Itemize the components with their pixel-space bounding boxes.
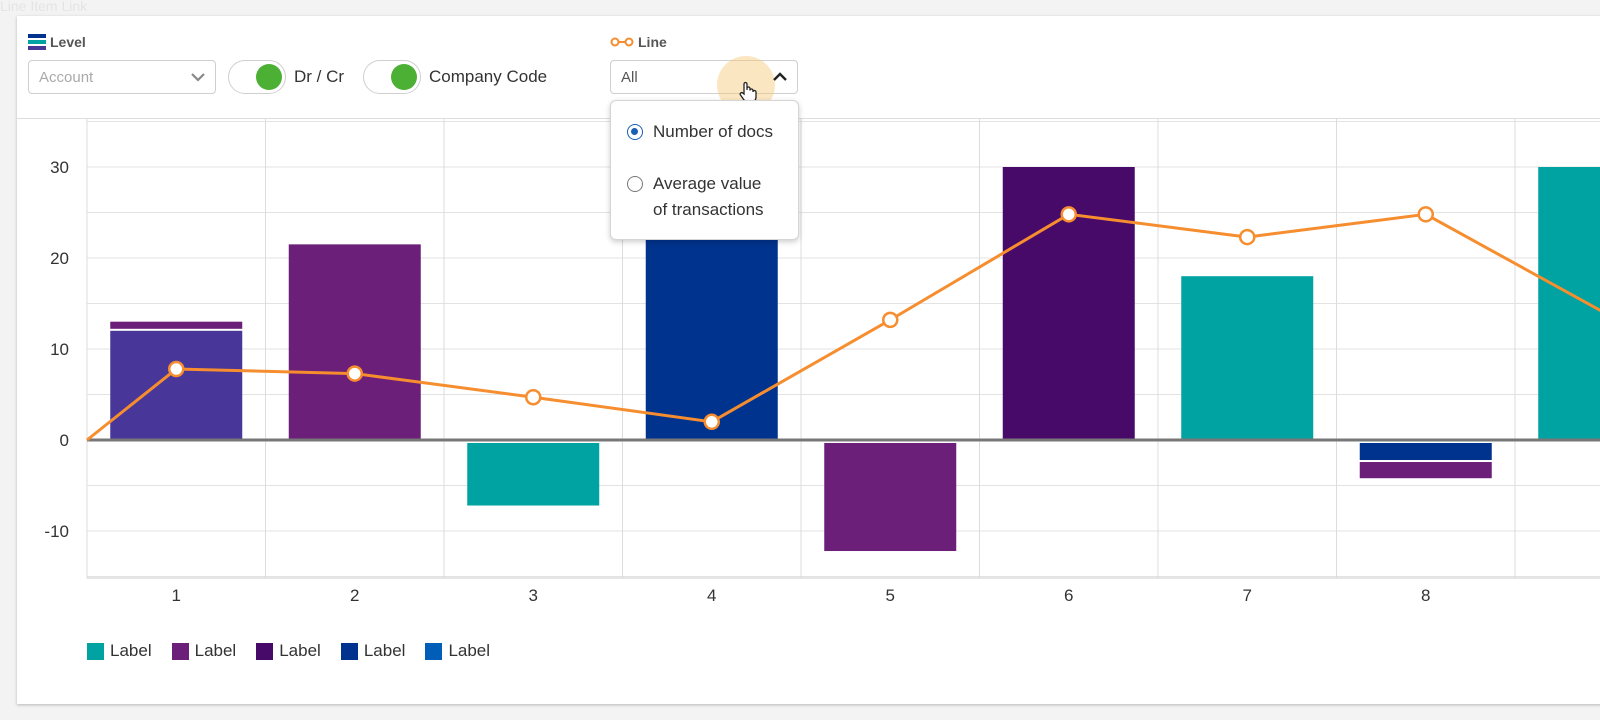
legend-label: Label [448,641,491,660]
legend-item: Label [171,641,237,661]
dr-cr-label: Dr / Cr [294,67,345,86]
level-label: Level [28,34,86,50]
y-tick-label: 10 [50,340,69,359]
level-select-value: Account [39,68,94,86]
line-select-value: All [621,68,638,86]
company-code-switch[interactable] [363,60,421,94]
chevron-down-icon [191,73,205,82]
bar [467,443,600,506]
y-tick-label: 30 [50,158,69,177]
y-tick-label: 0 [60,431,69,450]
line-point [1060,206,1077,223]
toolbar: Level Account Dr / Cr Company Code Line [17,16,1600,119]
bar [110,330,243,440]
x-tick-label: 2 [350,586,359,605]
toggle-company-code[interactable]: Company Code [363,60,547,94]
chart-card: Level Account Dr / Cr Company Code Line [17,16,1600,704]
chart-legend: Label Label Label Label Label [87,641,490,661]
line-point [1417,206,1434,223]
bar [288,244,421,440]
line-point [346,365,363,382]
y-tick-label: -10 [44,522,69,541]
level-icon [28,34,46,50]
legend-swatch [87,642,104,660]
legend-label: Label [194,641,237,660]
chevron-up-icon [773,72,787,81]
x-tick-label: 5 [886,586,895,605]
dr-cr-switch[interactable] [228,60,286,94]
background-title: Line Item Link [0,0,88,14]
legend-swatch [340,642,358,660]
legend-swatch [171,642,189,660]
x-tick-label: 4 [707,586,716,605]
line-label-text: Line [638,34,667,50]
option-number-of-docs[interactable]: Number of docs [627,119,773,145]
bar [1181,276,1314,440]
toggle-dr-cr[interactable]: Dr / Cr [228,60,344,94]
series-line [86,212,1600,442]
radio-unselected[interactable] [627,176,643,192]
y-tick-label: 20 [50,249,69,268]
line-point [168,360,185,378]
bar [1359,462,1492,479]
x-tick-label: 3 [529,586,538,605]
line-options-menu: Number of docs Average value of transact… [610,100,799,240]
radio-selected[interactable] [627,124,643,140]
option-number-of-docs-label: Number of docs [653,122,773,141]
bar [824,443,957,552]
company-code-label: Company Code [429,67,548,86]
x-tick-label: 6 [1064,586,1073,605]
bar [110,321,243,329]
line-point [1239,228,1256,246]
option-average-value-label: Average value of transactions [653,174,764,219]
line-series-icon [610,37,634,47]
level-label-text: Level [50,34,86,50]
legend-label: Label [363,641,406,660]
x-tick-label: 8 [1421,586,1430,605]
line-label: Line [610,34,667,50]
legend-label: Label [110,641,152,660]
legend-item: Label [87,641,152,661]
line-point [882,311,899,329]
legend-label: Label [279,641,321,660]
legend-item: Label [256,641,321,661]
x-tick-label: 1 [172,586,181,605]
legend-item: Label [425,641,490,661]
legend-swatch [256,642,274,660]
x-tick-label: 7 [1243,586,1252,605]
line-point [703,413,720,431]
option-average-value[interactable]: Average value of transactions [627,171,764,223]
level-select[interactable]: Account [28,60,216,94]
bar [1359,443,1492,461]
legend-swatch [425,642,443,660]
line-select[interactable]: All [610,56,798,114]
legend-item: Label [340,641,406,661]
combo-chart: -100102030123456789 [44,119,1600,605]
line-point [525,388,542,406]
